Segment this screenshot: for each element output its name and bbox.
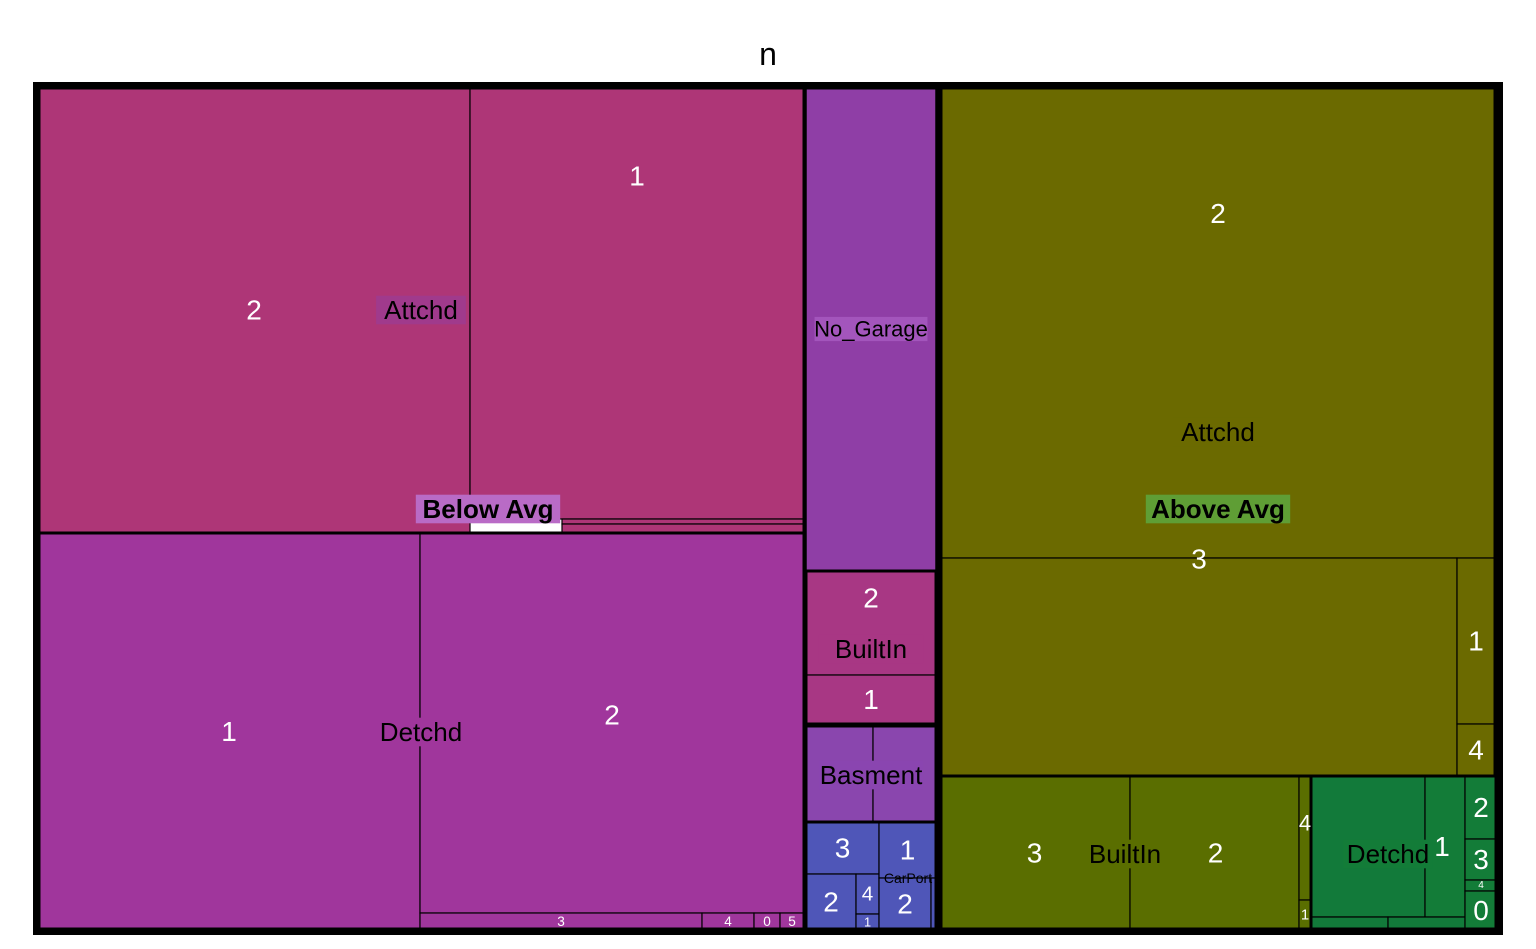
below-avg-carport-label: CarPort bbox=[884, 870, 932, 886]
above-avg-attchd-leaf-label-3: 4 bbox=[1468, 735, 1484, 766]
below-avg-attchd-label-group: Attchd bbox=[376, 295, 466, 325]
above-avg-builtin-leaf-label-1: 2 bbox=[1208, 838, 1224, 869]
below-avg-group-label-group: Below Avg bbox=[415, 494, 561, 524]
above-avg-group-label-group: Above Avg bbox=[1145, 494, 1291, 524]
above-avg-builtin-leaf-2 bbox=[1298, 775, 1312, 901]
above-avg-attchd-label-background bbox=[1173, 417, 1263, 447]
below-avg-no-garage-label-group: No_Garage bbox=[814, 317, 928, 342]
below-avg-basment-label-group: Basment bbox=[818, 760, 924, 790]
below-avg-carport-leaf-label-2: 4 bbox=[862, 883, 874, 906]
above-avg-detchd-leaf-7 bbox=[1464, 890, 1498, 931]
above-avg-detchd-leaf-label-4: 2 bbox=[1473, 792, 1489, 823]
above-avg-group-label: Above Avg bbox=[1151, 494, 1285, 524]
below-avg-carport-leaf-label-0: 3 bbox=[835, 833, 851, 864]
above-avg-detchd-label-group: Detchd bbox=[1343, 839, 1433, 869]
below-avg-builtin-leaf-label-1: 1 bbox=[863, 684, 879, 715]
below-avg-detchd-leaf-label-1: 2 bbox=[604, 700, 620, 731]
below-avg-basment-label: Basment bbox=[820, 760, 923, 790]
below-avg-group-label: Below Avg bbox=[423, 494, 554, 524]
below-avg-detchd-leaf-label-5: 5 bbox=[788, 914, 796, 929]
above-avg-builtin-label-background bbox=[1072, 839, 1178, 869]
below-avg-attchd-leaf-2 bbox=[561, 518, 805, 525]
below-avg-attchd-label-background bbox=[376, 295, 466, 325]
above-avg-detchd-leaf-label-6: 4 bbox=[1478, 880, 1484, 891]
above-avg-attchd-label-group: Attchd bbox=[1173, 417, 1263, 447]
chart-title: n bbox=[759, 36, 777, 72]
outer-frame bbox=[33, 82, 1503, 935]
above-avg-builtin-leaf-label-3: 1 bbox=[1301, 907, 1309, 924]
below-avg-attchd-leaf-label-0: 2 bbox=[246, 295, 262, 326]
above-avg-builtin-leaf-label-2: 4 bbox=[1299, 811, 1311, 836]
below-avg-detchd-label-background bbox=[376, 717, 466, 747]
above-avg-attchd-leaf-label-2: 1 bbox=[1468, 626, 1484, 657]
above-avg-detchd-leaf-label-1: 1 bbox=[1434, 831, 1450, 862]
above-avg-detchd-label: Detchd bbox=[1347, 839, 1429, 869]
below-avg-attchd-leaf-label-1: 1 bbox=[629, 161, 645, 192]
below-avg-builtin-label: BuiltIn bbox=[835, 634, 907, 664]
above-avg-attchd-leaf-0 bbox=[940, 86, 1496, 559]
below-avg-detchd-leaf-label-2: 3 bbox=[557, 914, 565, 929]
below-avg-attchd-leaf-1 bbox=[469, 86, 805, 520]
below-avg-detchd-leaf-label-3: 4 bbox=[724, 914, 732, 929]
below-avg-builtin-label-background bbox=[818, 634, 924, 664]
above-avg-attchd-leaf-1 bbox=[940, 557, 1458, 777]
below-avg-carport-leaf-label-4: 1 bbox=[900, 835, 916, 866]
above-avg-builtin-leaf-label-0: 3 bbox=[1027, 838, 1043, 869]
above-avg-builtin-label: BuiltIn bbox=[1089, 839, 1161, 869]
above-avg-attchd-leaf-label-0: 2 bbox=[1210, 198, 1226, 229]
below-avg-carport-leaf-4 bbox=[878, 821, 937, 879]
below-avg-carport-leaf-label-1: 2 bbox=[823, 887, 839, 918]
above-avg-group-label-background bbox=[1145, 494, 1291, 524]
below-avg-detchd-label: Detchd bbox=[380, 717, 462, 747]
above-avg-attchd-leaf-label-1: 3 bbox=[1191, 544, 1207, 575]
below-avg-attchd-label: Attchd bbox=[384, 295, 458, 325]
below-avg-detchd-leaf-0 bbox=[37, 532, 421, 931]
above-avg-attchd-label: Attchd bbox=[1181, 417, 1255, 447]
above-avg-detchd-leaf-5 bbox=[1464, 838, 1498, 881]
above-avg-detchd-label-background bbox=[1343, 839, 1433, 869]
below-avg-detchd-leaf-label-0: 1 bbox=[221, 716, 237, 747]
above-avg-attchd-leaf-3 bbox=[1456, 723, 1496, 777]
below-avg-basment-label-background bbox=[818, 760, 924, 790]
above-avg-detchd-leaf-label-7: 0 bbox=[1473, 895, 1489, 926]
below-avg-builtin-leaf-label-0: 2 bbox=[863, 583, 879, 614]
below-avg-carport-leaf-5 bbox=[878, 877, 932, 931]
below-avg-group-label-background bbox=[415, 494, 561, 524]
below-avg-builtin-label-group: BuiltIn bbox=[818, 634, 924, 664]
below-avg-no-garage-label-background bbox=[814, 316, 928, 342]
below-avg-no-garage-label: No_Garage bbox=[814, 317, 928, 342]
below-avg-carport-leaf-label-3: 1 bbox=[864, 915, 871, 930]
below-avg-carport-leaf-label-5: 2 bbox=[897, 889, 913, 920]
above-avg-detchd-leaf-label-5: 3 bbox=[1473, 844, 1489, 875]
below-avg-detchd-leaf-1 bbox=[419, 532, 805, 914]
below-avg-builtin-border bbox=[804, 569, 938, 726]
below-avg-detchd-label-group: Detchd bbox=[376, 717, 466, 747]
below-avg-detchd-leaf-label-4: 0 bbox=[763, 914, 771, 929]
above-avg-builtin-label-group: BuiltIn bbox=[1072, 839, 1178, 869]
